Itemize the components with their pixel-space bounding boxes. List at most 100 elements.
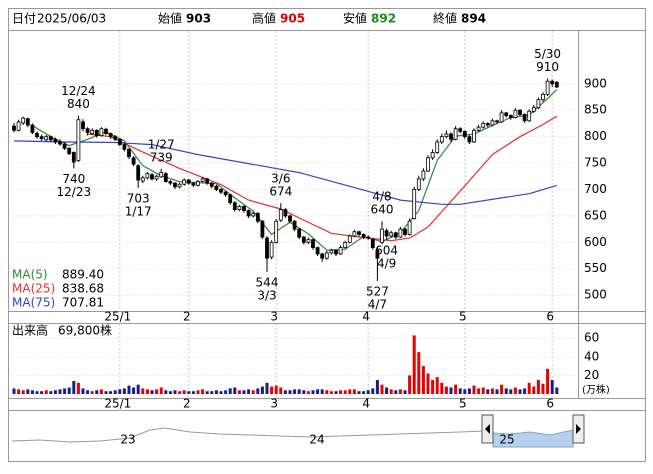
candle-body [518, 109, 522, 115]
volume-bar [237, 390, 241, 394]
volume-bar [224, 390, 228, 394]
header-label: 終値 [433, 11, 457, 26]
volume-title: 出来高 [12, 323, 48, 338]
volume-bar [472, 385, 476, 394]
candle-body [311, 239, 315, 249]
volume-bar [334, 391, 338, 394]
volume-bar [260, 386, 264, 394]
x-tick-label: 6 [546, 310, 554, 324]
volume-bar [339, 390, 343, 394]
candle-body [453, 128, 458, 140]
candle-body [168, 181, 173, 184]
candle-body [223, 191, 228, 196]
candle-body [398, 228, 403, 238]
volume-bar [205, 391, 209, 394]
volume-bar [366, 390, 370, 394]
x-tick-label: 5 [459, 397, 467, 411]
candle-body [467, 136, 472, 143]
candle-body [513, 109, 518, 119]
candle-body [274, 220, 279, 243]
volume-bar [81, 388, 85, 394]
volume-bar [86, 390, 90, 394]
legend-bg [10, 296, 106, 310]
y-tick-label: 800 [584, 129, 607, 143]
x-tick-label: 2 [183, 310, 191, 324]
candle-body [329, 249, 334, 254]
volume-bar [219, 391, 223, 394]
legend-bg [10, 282, 106, 296]
x-tick-label: 4 [362, 310, 370, 324]
volume-bar [187, 391, 191, 394]
volume-bar [67, 387, 71, 394]
x-tick-label: 3 [270, 310, 278, 324]
annotation-value: 703 [127, 191, 150, 205]
volume-bar [523, 388, 527, 394]
volume-bar [155, 389, 159, 394]
volume-bar [426, 373, 430, 394]
y-tick-label: 600 [584, 235, 607, 249]
volume-bar [316, 389, 320, 394]
candle-body [403, 228, 407, 235]
candle-body [407, 220, 412, 235]
volume-bar [109, 391, 113, 394]
volume-bar [17, 389, 21, 394]
volume-bar [242, 390, 246, 394]
candle-body [127, 148, 131, 158]
candle-body [449, 133, 453, 140]
volume-bar [150, 390, 154, 394]
volume-bar [40, 391, 44, 394]
candle-body [306, 239, 311, 243]
volume-bar [76, 382, 80, 394]
annotation-value: 544 [256, 275, 279, 289]
volume-bar [490, 388, 494, 394]
volume-bar [412, 335, 416, 394]
candle-body [246, 210, 251, 217]
volume-bar [495, 389, 499, 394]
y-tick-label: 500 [584, 288, 607, 302]
candle-body [545, 80, 550, 95]
volume-bar [417, 352, 421, 394]
candle-body [490, 120, 495, 126]
candle-body [39, 136, 44, 140]
candle-body [541, 93, 545, 101]
candle-body [44, 136, 49, 141]
header-open: 903 [186, 12, 211, 26]
volume-bar [458, 388, 462, 394]
candle-body [522, 114, 527, 122]
candle-body [476, 126, 481, 131]
handle-arrow [576, 424, 581, 434]
volume-bar [306, 391, 310, 394]
annotation-date: 1/27 [148, 137, 175, 151]
x-tick-label: 5 [459, 310, 467, 324]
candle-body [375, 249, 380, 259]
header-low: 892 [371, 12, 396, 26]
volume-bar [122, 388, 126, 394]
candle-body [481, 123, 486, 128]
candle-body [269, 241, 274, 258]
annotation-date: 3/3 [257, 288, 276, 302]
candle-body [62, 143, 67, 149]
candle-body [150, 174, 154, 180]
candle-body [444, 133, 449, 138]
candle-body [347, 235, 352, 243]
volume-bar [196, 390, 200, 394]
annotation-value: 674 [269, 185, 292, 199]
volume-bar [454, 384, 458, 394]
candle-body [301, 236, 306, 243]
y-tick-label: 900 [584, 76, 607, 90]
candle-body [499, 112, 504, 123]
volume-bar [467, 388, 471, 394]
volume-bar [444, 386, 448, 394]
candle-body [485, 123, 490, 126]
volume-bar [403, 390, 407, 394]
volume-bar [274, 385, 278, 394]
candle-body [16, 121, 21, 131]
annotation-value: 739 [150, 150, 173, 164]
x-tick-label: 25/1 [104, 310, 131, 324]
volume-bar [394, 390, 398, 394]
volume-bar [90, 391, 94, 394]
candle-body [251, 212, 256, 217]
volume-bar [164, 390, 168, 394]
volume-bar [233, 387, 237, 394]
volume-bar [371, 388, 375, 394]
